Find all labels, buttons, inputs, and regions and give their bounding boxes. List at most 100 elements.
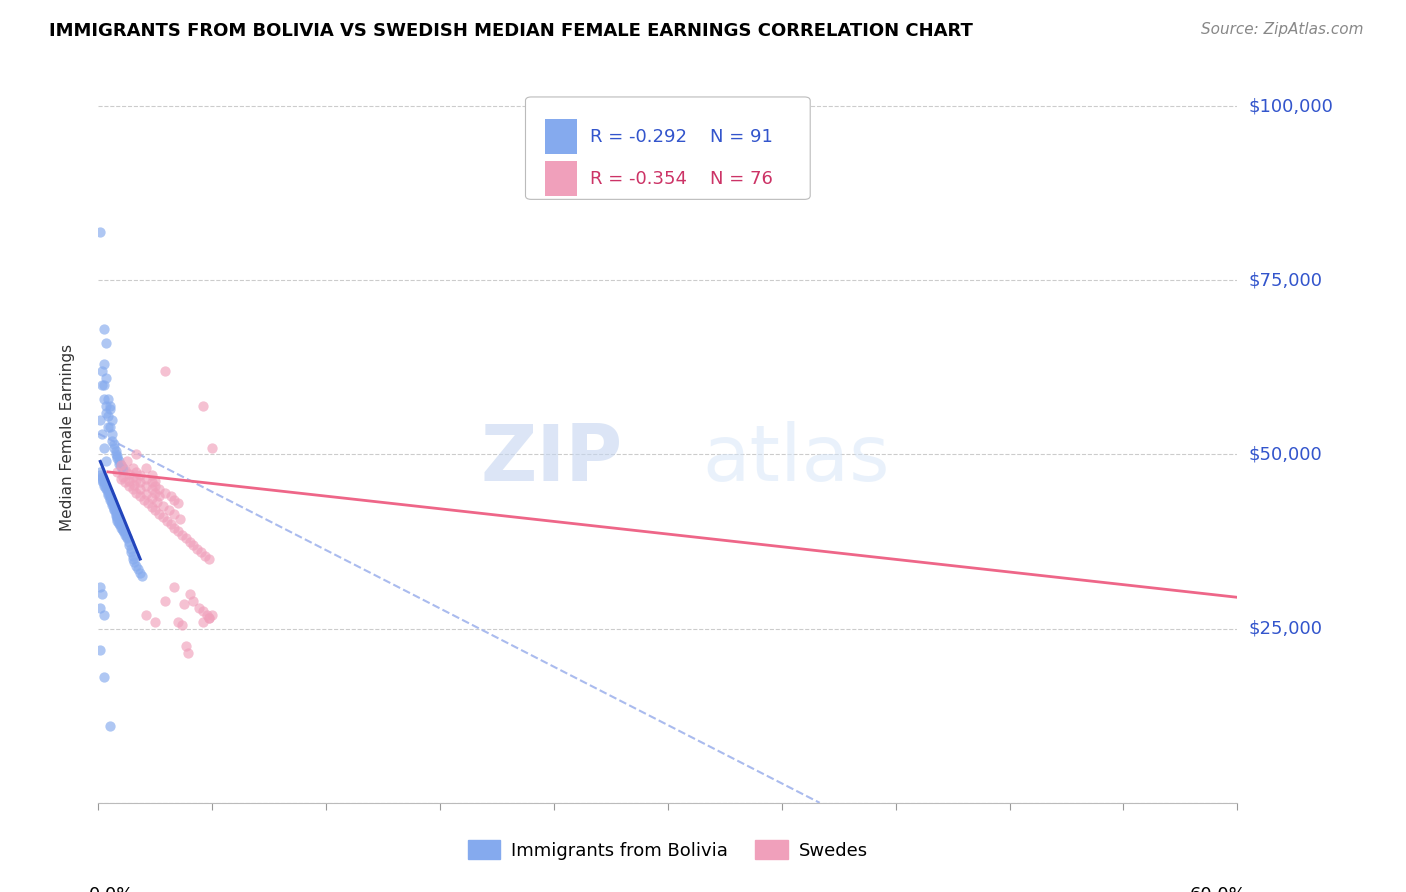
Point <box>97 488 120 502</box>
Point <box>157 503 180 517</box>
Point <box>188 600 211 615</box>
Point <box>120 545 142 559</box>
Point <box>89 600 111 615</box>
Point <box>94 399 117 413</box>
Text: 0.0%: 0.0% <box>89 887 135 892</box>
Point <box>93 357 115 371</box>
Point <box>100 496 122 510</box>
Text: R = -0.292    N = 91: R = -0.292 N = 91 <box>591 128 773 145</box>
Point <box>121 552 143 566</box>
Point <box>98 492 121 507</box>
Point <box>107 514 129 528</box>
Text: atlas: atlas <box>702 421 890 497</box>
Point <box>114 463 136 477</box>
Point <box>100 412 122 426</box>
Point <box>167 615 190 629</box>
Point <box>100 434 122 448</box>
Point <box>194 549 217 563</box>
Point <box>125 558 148 573</box>
Point <box>112 461 135 475</box>
Text: $50,000: $50,000 <box>1249 445 1323 464</box>
Point <box>145 479 167 493</box>
Point <box>190 545 212 559</box>
Text: $75,000: $75,000 <box>1249 271 1323 289</box>
Point <box>170 527 193 541</box>
Point <box>97 419 120 434</box>
Point <box>125 473 148 487</box>
Point <box>103 503 125 517</box>
Point <box>153 364 176 378</box>
Point <box>93 441 115 455</box>
Point <box>108 516 131 530</box>
Point <box>114 525 136 540</box>
Point <box>107 465 129 479</box>
Point <box>121 483 143 497</box>
Point <box>167 496 190 510</box>
Point <box>191 399 214 413</box>
Point <box>103 501 125 516</box>
Point <box>163 580 186 594</box>
Point <box>191 604 214 618</box>
Point <box>115 454 138 468</box>
Point <box>104 444 127 458</box>
Point <box>197 611 219 625</box>
Point <box>159 489 181 503</box>
Point <box>112 524 135 538</box>
Point <box>156 514 179 528</box>
Point <box>100 498 122 512</box>
Point <box>97 409 120 424</box>
Point <box>89 468 111 483</box>
Point <box>121 461 143 475</box>
Point <box>98 402 121 417</box>
Point <box>93 479 115 493</box>
FancyBboxPatch shape <box>526 97 810 200</box>
Point <box>152 499 174 513</box>
Legend: Immigrants from Bolivia, Swedes: Immigrants from Bolivia, Swedes <box>461 833 875 867</box>
Text: R = -0.354    N = 76: R = -0.354 N = 76 <box>591 169 773 187</box>
Point <box>110 458 132 472</box>
Point <box>103 437 125 451</box>
Point <box>112 470 135 484</box>
Point <box>104 507 127 521</box>
Point <box>93 322 115 336</box>
Text: ZIP: ZIP <box>479 421 623 497</box>
Point <box>148 507 170 521</box>
Point <box>141 483 163 497</box>
Point <box>98 491 121 505</box>
Point <box>132 492 155 507</box>
Point <box>153 485 176 500</box>
Point <box>163 492 186 507</box>
Point <box>93 475 115 490</box>
Point <box>195 607 218 622</box>
Point <box>135 486 157 500</box>
Text: 60.0%: 60.0% <box>1189 887 1247 892</box>
Point <box>129 483 152 497</box>
Point <box>148 489 170 503</box>
Point <box>97 392 120 406</box>
Point <box>124 478 146 492</box>
Point <box>93 607 115 622</box>
Point <box>100 495 122 509</box>
Point <box>141 475 163 490</box>
Point <box>135 607 157 622</box>
Point <box>174 639 197 653</box>
Point <box>91 426 114 441</box>
Point <box>91 364 114 378</box>
Point <box>125 465 148 479</box>
Point <box>118 534 141 549</box>
Point <box>197 611 219 625</box>
Point <box>135 461 157 475</box>
Point <box>108 517 131 532</box>
Point <box>131 569 153 583</box>
Point <box>94 406 117 420</box>
Point <box>170 618 193 632</box>
Point <box>129 489 152 503</box>
Point <box>173 597 195 611</box>
Point <box>98 419 121 434</box>
Point <box>135 472 157 486</box>
Point <box>118 467 141 481</box>
Point <box>115 531 138 545</box>
Point <box>89 642 111 657</box>
FancyBboxPatch shape <box>546 120 576 154</box>
Point <box>89 465 111 479</box>
